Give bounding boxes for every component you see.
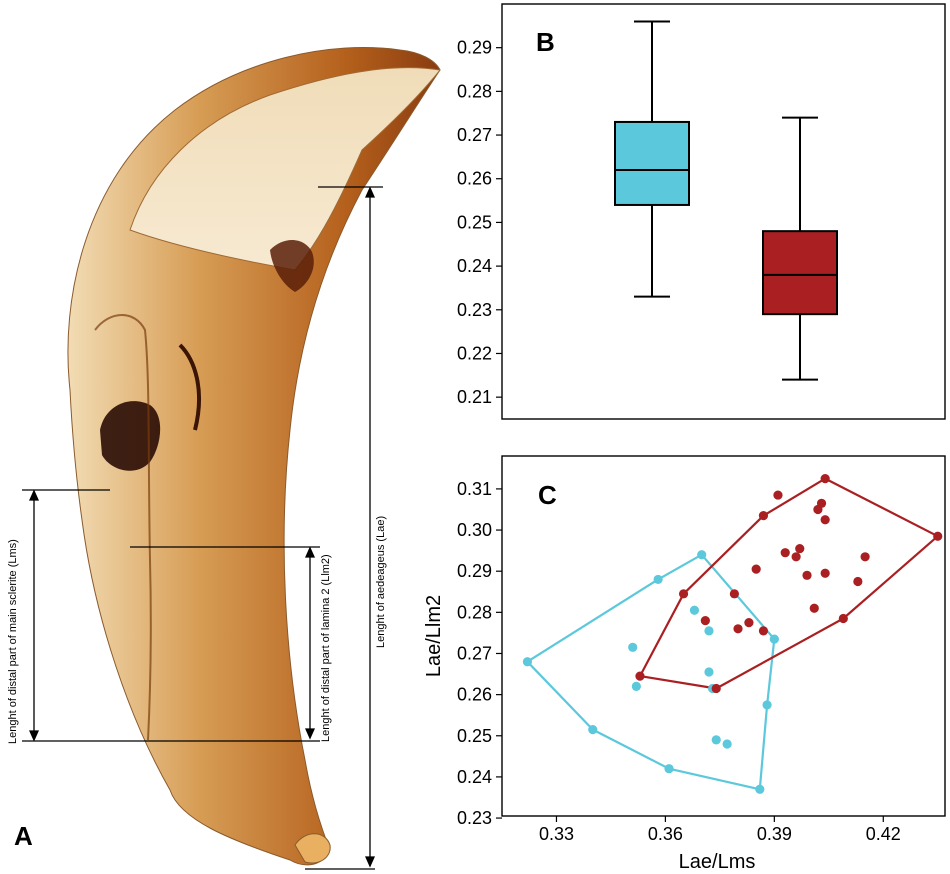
scatter-point (711, 735, 721, 745)
measurement-label-lae: Lenght of aedeageus (Lae) (375, 516, 387, 648)
scatter-y-tick-label: 0.29 (457, 561, 492, 581)
scatter-y-tick-label: 0.24 (457, 767, 492, 787)
scatter-point (933, 531, 943, 541)
scatter-point (697, 550, 707, 560)
scatter-x-axis-label: Lae/Lms (679, 851, 756, 873)
scatter-point (704, 667, 714, 677)
scatter-point (820, 568, 830, 578)
scatter-point (820, 515, 830, 525)
scatter-y-tick-label: 0.25 (457, 726, 492, 746)
boxplot-y-axis: 0.21 0.22 0.23 0.24 0.25 0.26 0.27 0.28 0.29 (457, 38, 502, 407)
scatter-point (780, 548, 790, 558)
scatter-y-tick-label: 0.30 (457, 520, 492, 540)
scatter-point (791, 552, 801, 562)
scatter-point (711, 683, 721, 694)
boxplot-panel: 0.21 0.22 0.23 0.24 0.25 0.26 0.27 0.28 0.29 B (457, 3, 946, 420)
scatter-hulls (526, 477, 939, 791)
boxplot-boxes (614, 20, 838, 381)
scatter-axes: 0.23 0.24 0.25 0.26 0.27 0.28 0.29 0.30 0.31 0.33… (457, 479, 901, 844)
scatter-point (678, 589, 689, 599)
scatter-point (588, 725, 598, 735)
scatter-frame (501, 455, 946, 817)
scatter-y-tick-label: 0.27 (457, 643, 492, 663)
boxplot-box (762, 230, 838, 316)
scatter-hull (526, 553, 776, 791)
scatter-point (802, 570, 812, 580)
dark-structure (100, 401, 161, 471)
panel-label-c: C (538, 480, 557, 510)
scatter-point (729, 589, 739, 599)
boxplot-y-tick-label: 0.24 (457, 256, 492, 276)
scatter-point (853, 576, 863, 587)
scatter-point (628, 642, 638, 652)
boxplot-y-tick-label: 0.26 (457, 169, 492, 189)
scatter-point (755, 784, 765, 794)
boxplot-y-tick-label: 0.28 (457, 81, 492, 101)
boxplot-y-tick-label: 0.27 (457, 125, 492, 145)
scatter-point (664, 764, 674, 774)
scatter-point (816, 498, 827, 508)
boxplot-y-tick-label: 0.21 (457, 387, 492, 407)
measurement-label-lms: Lenght of distal part of main sclerite (… (7, 539, 19, 744)
scatter-y-axis-label: Lae/Llm2 (423, 595, 445, 677)
scatter-y-tick-label: 0.28 (457, 602, 492, 622)
aedeagus-cap (129, 67, 441, 271)
scatter-point (635, 671, 645, 681)
scatter-point (744, 618, 754, 628)
scatter-point (653, 574, 663, 585)
panel-label-b: B (536, 27, 555, 57)
scatter-x-tick-label: 0.39 (757, 824, 792, 844)
scatter-point (700, 615, 710, 626)
scatter-points (522, 474, 943, 794)
boxplot-box (614, 120, 690, 206)
boxplot-frame (501, 3, 946, 420)
scatter-point (773, 490, 783, 500)
scatter-point (722, 739, 732, 749)
scatter-point (689, 605, 700, 615)
scatter-y-tick-label: 0.23 (457, 808, 492, 828)
scatter-point (762, 700, 772, 710)
boxplot-y-tick-label: 0.25 (457, 212, 492, 232)
distal-tip (294, 833, 331, 864)
scatter-point (631, 681, 641, 692)
scatter-point (820, 474, 830, 484)
inner-lamina (94, 314, 152, 741)
scatter-point (751, 564, 761, 574)
scatter-point (758, 626, 769, 636)
scatter-x-tick-label: 0.36 (648, 824, 683, 844)
scatter-hull (638, 477, 939, 690)
scatter-point (704, 626, 714, 636)
scatter-point (795, 543, 805, 554)
inner-rod (178, 343, 202, 431)
specimen-illustration (67, 47, 441, 866)
boxplot-y-tick-label: 0.29 (457, 38, 492, 58)
scatter-point (860, 552, 870, 562)
measurement-lines (22, 186, 383, 870)
scatter-panel: 0.23 0.24 0.25 0.26 0.27 0.28 0.29 0.30 0.31 0.33… (423, 455, 946, 873)
scatter-x-tick-label: 0.33 (539, 824, 574, 844)
scatter-x-tick-label: 0.42 (866, 824, 901, 844)
scatter-point (733, 624, 743, 634)
measurement-label-llm2: Lenght of distal part of lamina 2 (Llm2) (320, 554, 332, 742)
boxplot-y-tick-label: 0.23 (457, 300, 492, 320)
aedeagus-body (67, 47, 441, 866)
scatter-point (758, 511, 769, 521)
scatter-point (838, 613, 848, 624)
dark-lobe (270, 240, 314, 292)
scatter-point (522, 657, 533, 667)
scatter-point (769, 634, 779, 644)
scatter-y-tick-label: 0.31 (457, 479, 492, 499)
scatter-point (809, 603, 819, 613)
scatter-y-tick-label: 0.26 (457, 685, 492, 705)
panel-label-a: A (14, 821, 33, 851)
boxplot-y-tick-label: 0.22 (457, 343, 492, 363)
